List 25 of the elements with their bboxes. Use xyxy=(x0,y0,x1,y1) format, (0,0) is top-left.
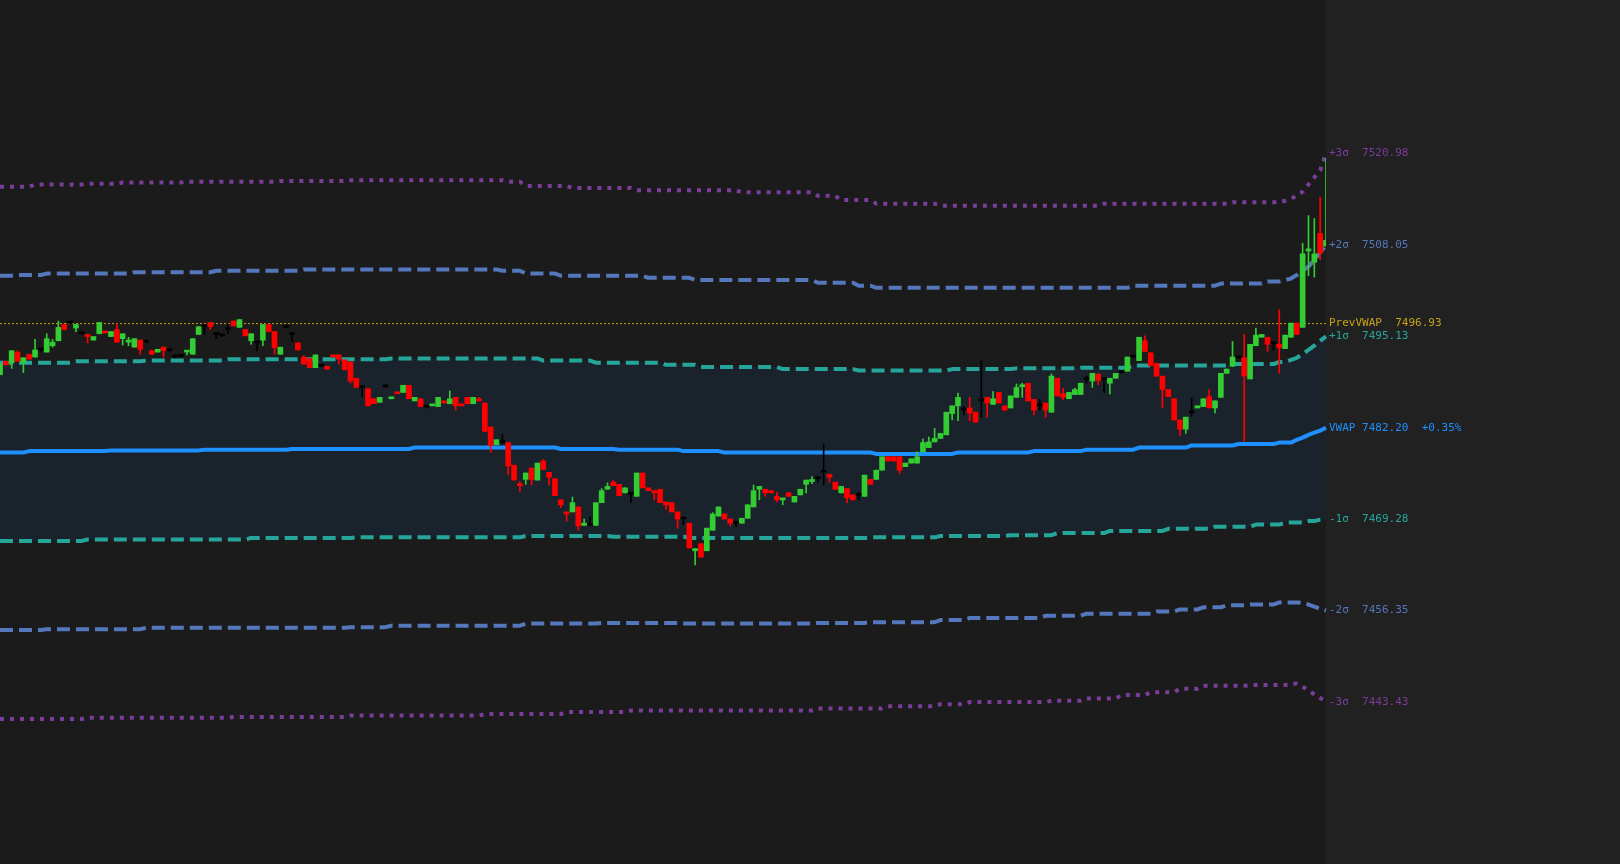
candlestick xyxy=(1276,309,1283,374)
candlestick xyxy=(628,491,634,504)
series-label: +1σ xyxy=(1329,329,1350,343)
candlestick xyxy=(1019,382,1026,398)
y-tick-label: 7443.43 xyxy=(1362,694,1409,708)
y-tick-label: 7508.05 xyxy=(1362,237,1409,251)
candlestick xyxy=(1311,218,1318,278)
series-label: -2σ xyxy=(1329,603,1350,617)
y-tick-label: 7495.13 xyxy=(1362,329,1409,343)
candlestick xyxy=(289,332,295,342)
y-tick-label: 7520.98 xyxy=(1362,146,1409,160)
y-tick-label: 7456.35 xyxy=(1362,603,1409,617)
candlestick xyxy=(359,385,365,397)
candlestick xyxy=(1101,377,1107,393)
candlestick xyxy=(1241,334,1248,442)
series-label: -1σ xyxy=(1329,511,1350,525)
y-tick-label: 7482.20 +0.35% xyxy=(1362,420,1462,434)
series-label: +2σ xyxy=(1329,237,1350,251)
series-label: +3σ xyxy=(1329,146,1350,160)
series-label: VWAP xyxy=(1329,420,1356,434)
candlestick xyxy=(692,548,698,566)
y-tick-label: 7469.28 xyxy=(1362,511,1409,525)
series-label: -3σ xyxy=(1329,694,1350,708)
line-series xyxy=(0,600,1328,632)
ref-line-label: PrevVWAP 7496.93 xyxy=(1329,316,1442,330)
